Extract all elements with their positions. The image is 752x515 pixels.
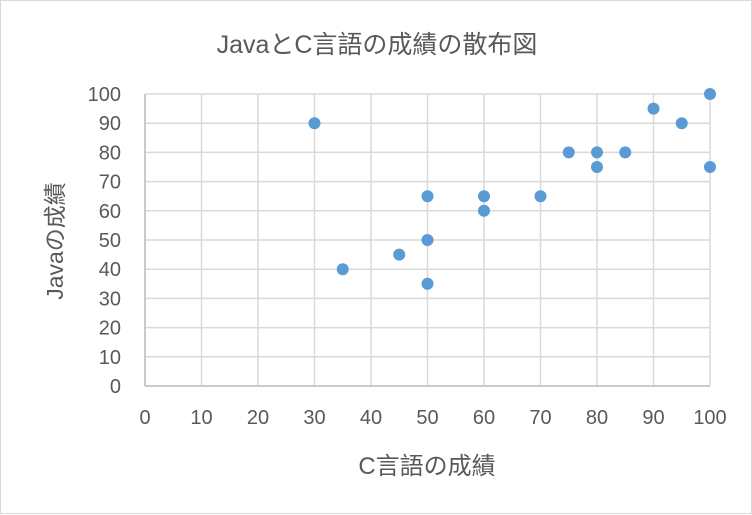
data-point [704, 88, 716, 100]
data-point [421, 234, 434, 246]
data-point [336, 263, 349, 276]
x-tick-label: 50 [416, 407, 438, 429]
data-point [675, 117, 688, 130]
x-tick-label: 90 [642, 407, 664, 429]
y-tick-label: 30 [99, 288, 121, 310]
data-point [421, 190, 434, 203]
data-point [308, 117, 321, 130]
data-point [393, 248, 406, 261]
data-point [534, 190, 547, 203]
data-point [647, 102, 660, 115]
data-point [478, 204, 490, 217]
chart-title: JavaとC言語の成績の散布図 [216, 31, 538, 59]
data-point [591, 146, 603, 159]
data-point [421, 277, 434, 290]
data-point [619, 146, 632, 159]
y-tick-label: 10 [99, 347, 121, 369]
data-point [478, 190, 490, 203]
x-tick-label: 0 [139, 407, 150, 429]
x-axis-label: C言語の成績 [358, 453, 496, 480]
data-point [591, 161, 603, 173]
x-tick-label: 70 [529, 407, 551, 429]
x-tick-label: 40 [360, 407, 382, 429]
data-point [562, 146, 575, 159]
x-tick-label: 30 [303, 407, 325, 429]
y-tick-label: 90 [99, 113, 121, 135]
y-tick-label: 70 [99, 172, 121, 194]
y-tick-label: 0 [110, 376, 121, 398]
y-tick-label: 60 [99, 201, 121, 223]
x-tick-label: 100 [693, 407, 726, 429]
y-tick-label: 40 [99, 259, 121, 281]
y-tick-label: 80 [99, 142, 121, 164]
data-point [704, 161, 716, 173]
y-tick-label: 100 [88, 84, 121, 106]
x-tick-label: 60 [473, 407, 495, 429]
x-tick-label: 10 [190, 407, 212, 429]
x-tick-label: 20 [247, 407, 269, 429]
y-tick-label: 20 [99, 318, 121, 340]
y-tick-label: 50 [99, 230, 121, 252]
x-tick-label: 80 [586, 407, 608, 429]
